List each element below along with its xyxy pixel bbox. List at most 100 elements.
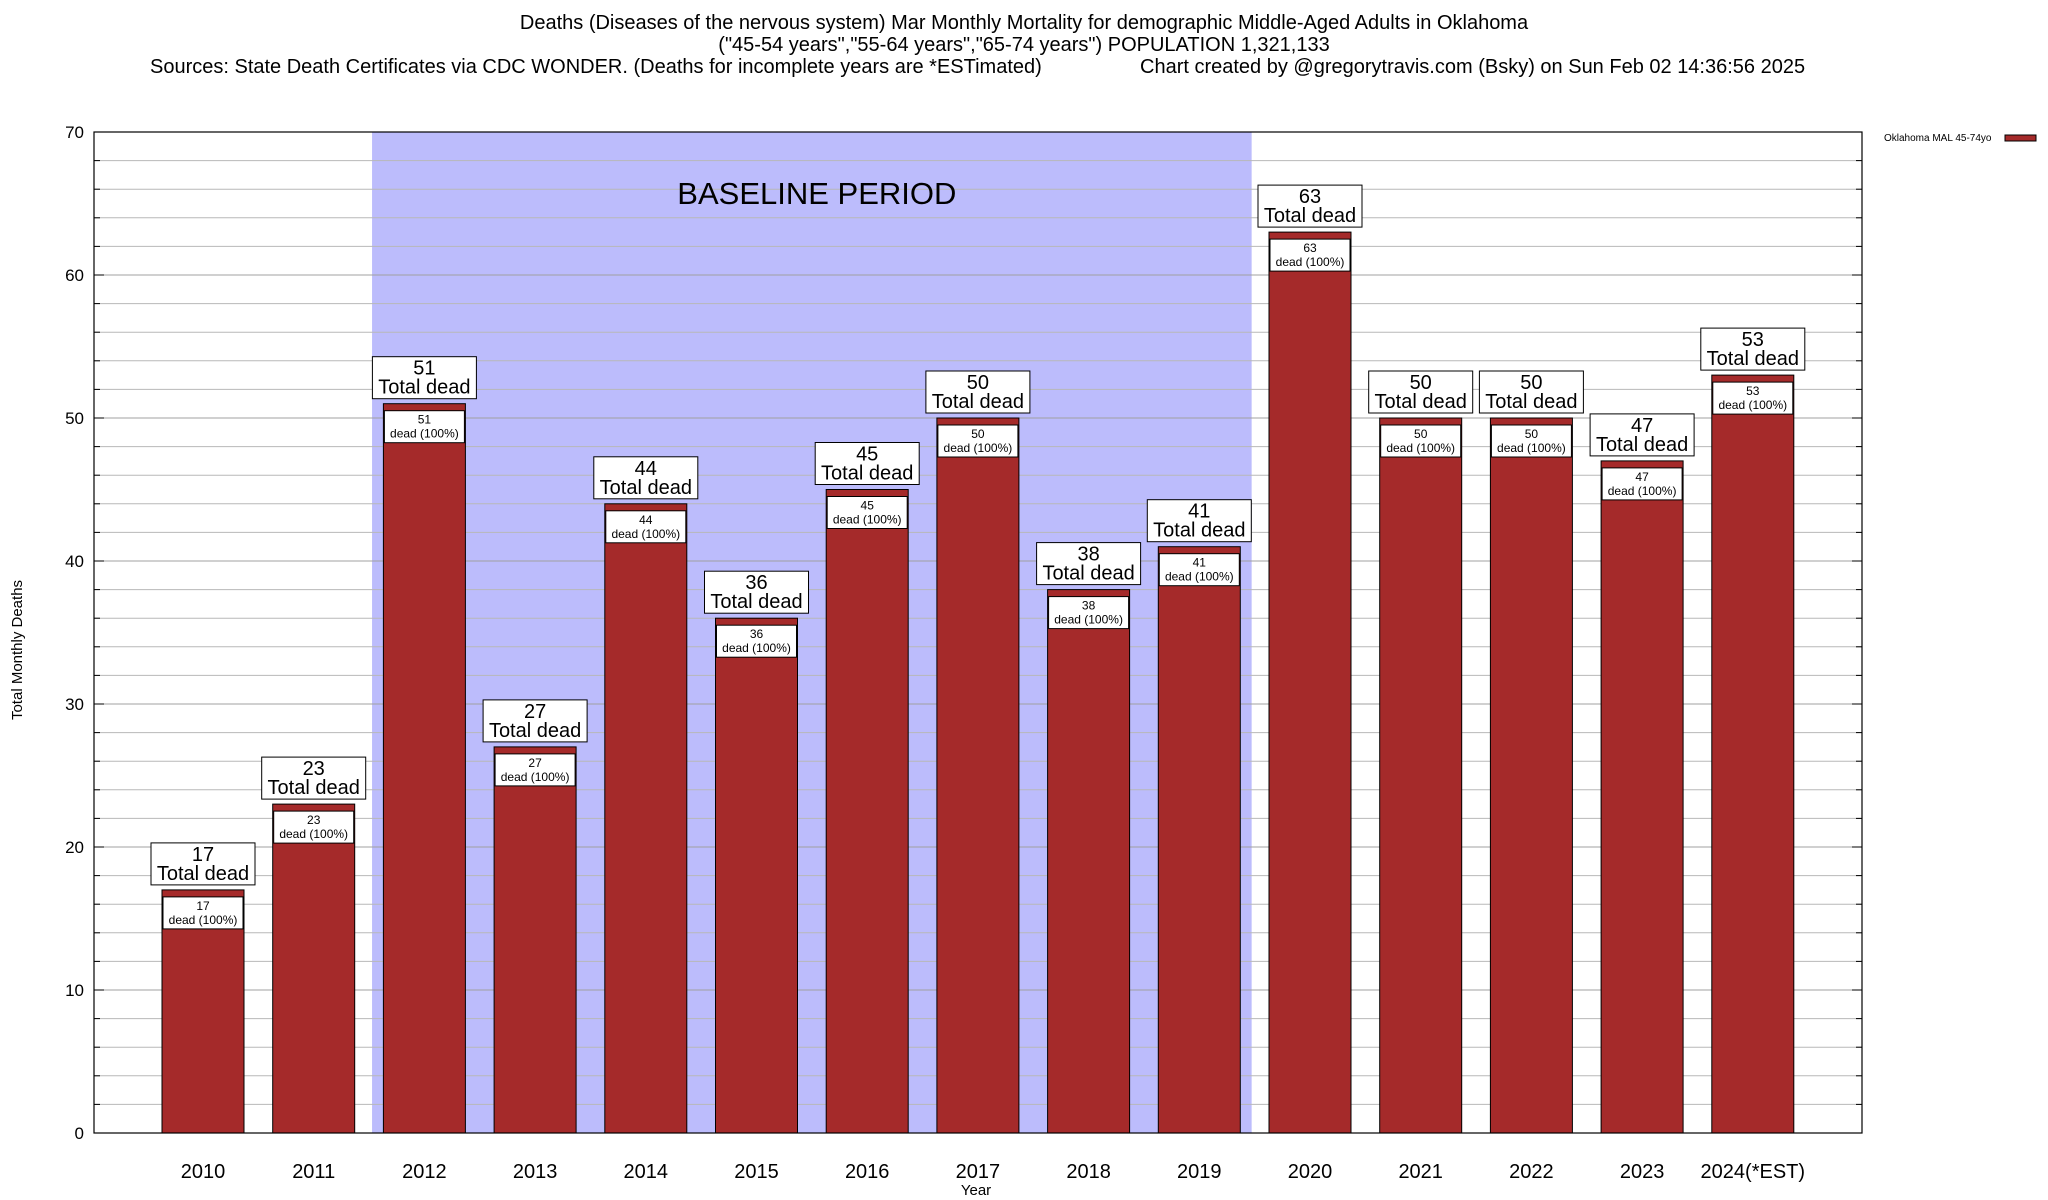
bar-inner-label-box <box>273 810 355 844</box>
bar-inner-label-box <box>605 510 687 544</box>
bar-inner-label-box <box>1601 467 1683 501</box>
x-tick-label: 2021 <box>1398 1161 1443 1183</box>
bar-top-value-label: 50 <box>967 372 989 394</box>
bar <box>1489 417 1573 1134</box>
bar-inner-pct-label: dead (100%) <box>1497 441 1566 455</box>
bar-top-label-box <box>1146 499 1252 543</box>
bar-top-total-label: Total dead <box>489 720 581 742</box>
bar-top-label-box <box>1368 370 1474 414</box>
bar-top-label-box <box>1700 327 1806 371</box>
bar <box>1379 417 1463 1134</box>
bar <box>1047 589 1131 1134</box>
bar-inner-label-box <box>1048 596 1130 630</box>
bar-top-total-label: Total dead <box>1153 520 1245 542</box>
bar <box>1157 546 1241 1134</box>
bar-top-value-label: 45 <box>856 444 878 466</box>
bar-inner-value-label: 23 <box>307 813 321 827</box>
bar-top-value-label: 38 <box>1077 544 1099 566</box>
bar-inner-value-label: 45 <box>861 499 875 513</box>
bar <box>161 889 245 1134</box>
bar-top-label-box <box>1036 542 1142 586</box>
bar-top-label-box <box>593 456 699 500</box>
y-tick-label: 40 <box>65 552 84 571</box>
bar <box>936 417 1020 1134</box>
bar-inner-value-label: 50 <box>971 427 985 441</box>
bar-inner-pct-label: dead (100%) <box>611 527 680 541</box>
bar-top-label-box <box>1589 413 1695 457</box>
bar-top-value-label: 27 <box>524 701 546 723</box>
plot-frame <box>93 131 1863 1134</box>
bar-inner-pct-label: dead (100%) <box>944 441 1013 455</box>
baseline-period-label: BASELINE PERIOD <box>677 176 956 211</box>
x-tick-label: 2023 <box>1620 1161 1665 1183</box>
bar-inner-pct-label: dead (100%) <box>1165 570 1234 584</box>
bar-inner-pct-label: dead (100%) <box>1718 398 1787 412</box>
x-tick-label: 2018 <box>1066 1161 1111 1183</box>
bar-top-total-label: Total dead <box>821 463 913 485</box>
bar-top-total-label: Total dead <box>932 391 1024 413</box>
bar-top-label-box <box>704 570 809 614</box>
bar-inner-label-box <box>1380 424 1462 458</box>
bar-inner-label-box <box>494 753 576 787</box>
bar <box>1268 231 1352 1134</box>
bar <box>1600 460 1684 1134</box>
bar <box>493 746 577 1134</box>
chart-credit: Chart created by @gregorytravis.com (Bsk… <box>1140 56 1806 78</box>
chart-header: Deaths (Diseases of the nervous system) … <box>0 12 2048 78</box>
y-axis-title: Total Monthly Deaths <box>9 580 26 720</box>
bar-top-value-label: 47 <box>1631 415 1653 437</box>
bar <box>715 617 798 1134</box>
bar-inner-label-box <box>826 496 908 529</box>
bar <box>382 403 466 1134</box>
bar-inner-pct-label: dead (100%) <box>279 827 348 841</box>
y-tick-label: 60 <box>65 266 84 285</box>
bar-inner-value-label: 51 <box>418 413 432 427</box>
bar-inner-pct-label: dead (100%) <box>1386 441 1455 455</box>
bar-inner-label-box <box>1490 424 1572 458</box>
bar-top-value-label: 53 <box>1742 329 1764 351</box>
bar-inner-pct-label: dead (100%) <box>833 513 902 527</box>
bar <box>1711 374 1795 1134</box>
bar-inner-pct-label: dead (100%) <box>390 427 459 441</box>
bar-inner-label-box <box>937 424 1019 458</box>
x-tick-label: 2019 <box>1177 1161 1222 1183</box>
bar-top-label-box <box>482 699 588 743</box>
bar-top-label-box <box>925 370 1031 414</box>
y-tick-label: 30 <box>65 695 84 714</box>
bar-inner-value-label: 63 <box>1303 241 1317 255</box>
y-tick-label: 10 <box>65 981 84 1000</box>
bar-inner-value-label: 50 <box>1414 427 1428 441</box>
x-tick-label: 2010 <box>181 1161 226 1183</box>
y-tick-label: 50 <box>65 409 84 428</box>
bar-inner-value-label: 41 <box>1193 556 1207 570</box>
bar-top-total-label: Total dead <box>157 863 249 885</box>
chart-sources: Sources: State Death Certificates via CD… <box>150 56 1042 78</box>
bar-inner-value-label: 36 <box>750 627 764 641</box>
bar-inner-value-label: 38 <box>1082 599 1096 613</box>
bar-top-value-label: 51 <box>413 358 435 380</box>
bar-inner-value-label: 27 <box>528 756 542 770</box>
x-tick-label: 2016 <box>845 1161 890 1183</box>
bar-inner-pct-label: dead (100%) <box>1608 484 1677 498</box>
bar-top-value-label: 17 <box>192 844 214 866</box>
x-tick-label: 2022 <box>1509 1161 1554 1183</box>
bar <box>825 489 909 1134</box>
y-tick-label: 20 <box>65 838 84 857</box>
x-tick-label: 2015 <box>734 1161 779 1183</box>
bar-inner-label-box <box>1269 238 1351 272</box>
bar-top-total-label: Total dead <box>1375 391 1467 413</box>
y-tick-label: 0 <box>75 1124 84 1143</box>
chart-subtitle: ("45-54 years","55-64 years","65-74 year… <box>718 34 1330 56</box>
bar-inner-label-box <box>162 896 244 930</box>
bar-top-value-label: 50 <box>1410 372 1432 394</box>
bar-top-total-label: Total dead <box>710 591 802 613</box>
x-tick-label: 2014 <box>624 1161 669 1183</box>
bar-top-label-box <box>371 356 477 400</box>
bar-top-label-box <box>150 842 256 886</box>
bar-inner-value-label: 47 <box>1635 470 1649 484</box>
bar-top-total-label: Total dead <box>600 477 692 499</box>
x-tick-label: 2017 <box>956 1161 1001 1183</box>
bar-top-label-box <box>1257 184 1363 228</box>
bar-top-label-box <box>261 756 367 800</box>
x-tick-label: 2011 <box>292 1161 335 1183</box>
